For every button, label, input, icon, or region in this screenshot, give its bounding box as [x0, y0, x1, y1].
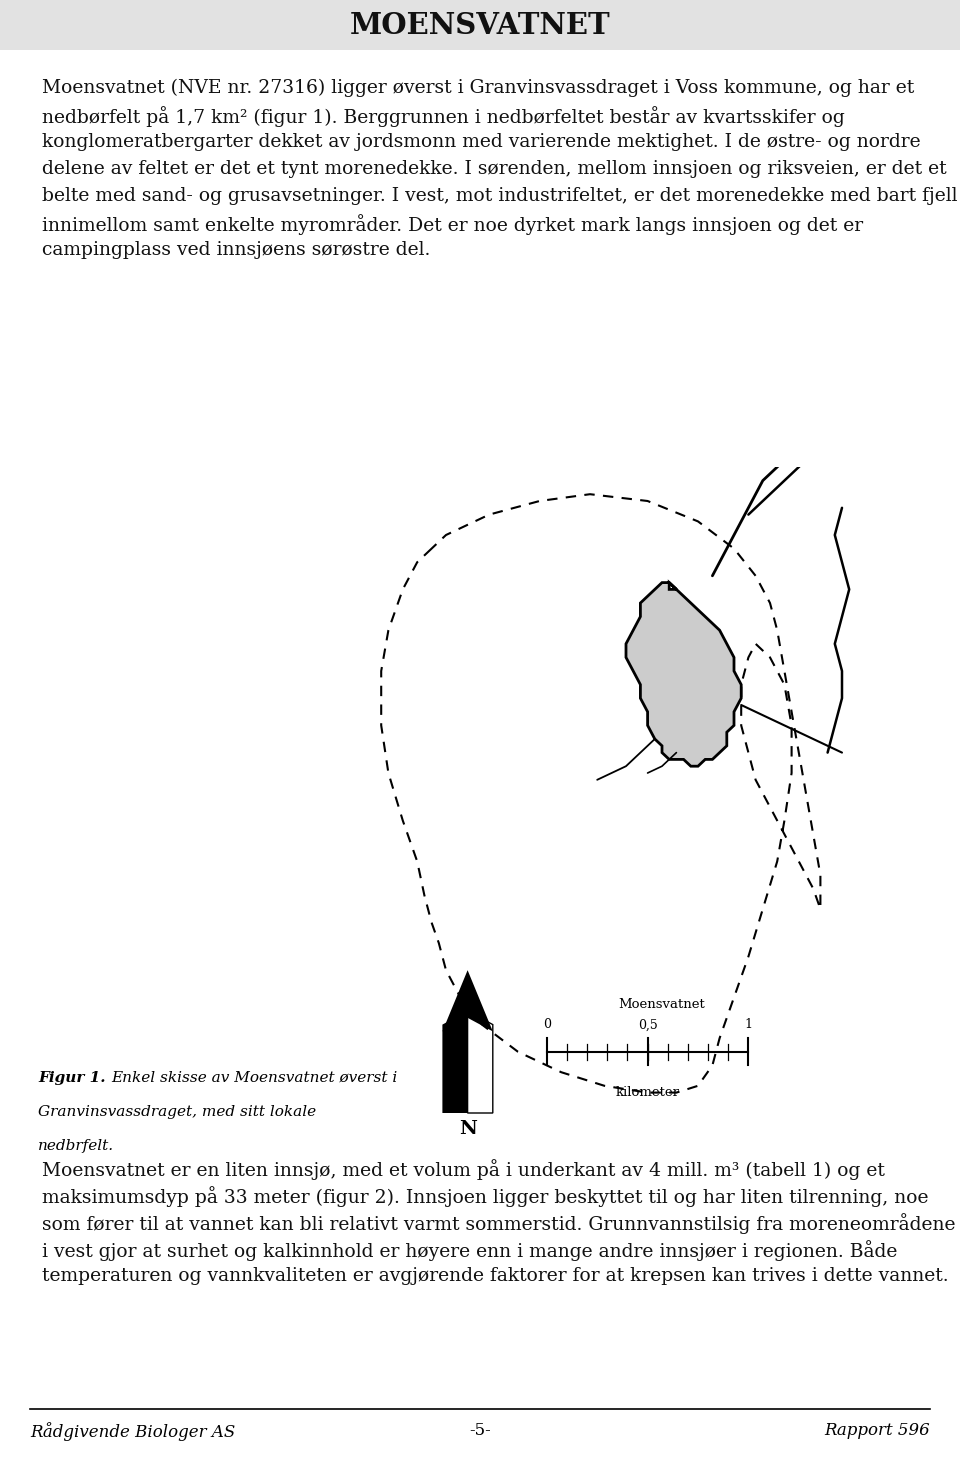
Text: Moensvatnet: Moensvatnet [618, 998, 706, 1010]
Text: delene av feltet er det et tynt morenedekke. I sørenden, mellom innsjoen og riks: delene av feltet er det et tynt morenede… [42, 160, 947, 179]
Text: kilometer: kilometer [615, 1086, 680, 1099]
Text: nedbørfelt på 1,7 km² (figur 1). Berggrunnen i nedbørfeltet består av kvartsskif: nedbørfelt på 1,7 km² (figur 1). Berggru… [42, 106, 845, 127]
Text: nedbrfelt.: nedbrfelt. [38, 1139, 114, 1152]
Text: Rapport 596: Rapport 596 [825, 1422, 930, 1439]
Text: Granvinsvassdraget, med sitt lokale: Granvinsvassdraget, med sitt lokale [38, 1105, 317, 1118]
Polygon shape [468, 1010, 492, 1114]
Text: MOENSVATNET: MOENSVATNET [349, 10, 611, 40]
Text: som fører til at vannet kan bli relativt varmt sommerstid. Grunnvannstilsig fra : som fører til at vannet kan bli relativt… [42, 1213, 955, 1233]
Polygon shape [626, 582, 741, 767]
Text: Enkel skisse av Moensvatnet øverst i: Enkel skisse av Moensvatnet øverst i [111, 1071, 397, 1084]
Text: 0,5: 0,5 [637, 1019, 658, 1031]
Text: innimellom samt enkelte myrområder. Det er noe dyrket mark langs innsjoen og det: innimellom samt enkelte myrområder. Det … [42, 214, 863, 235]
Text: Moensvatnet er en liten innsjø, med et volum på i underkant av 4 mill. m³ (tabel: Moensvatnet er en liten innsjø, med et v… [42, 1159, 885, 1180]
Polygon shape [443, 970, 492, 1031]
Text: campingplass ved innsjøens sørøstre del.: campingplass ved innsjøens sørøstre del. [42, 241, 430, 258]
Text: belte med sand- og grusavsetninger. I vest, mot industrifeltet, er det morenedek: belte med sand- og grusavsetninger. I ve… [42, 188, 957, 205]
Text: Figur 1.: Figur 1. [38, 1071, 106, 1084]
Text: temperaturen og vannkvaliteten er avgjørende faktorer for at krepsen kan trives : temperaturen og vannkvaliteten er avgjør… [42, 1267, 948, 1285]
Text: Moensvatnet (NVE nr. 27316) ligger øverst i Granvinsvassdraget i Voss kommune, o: Moensvatnet (NVE nr. 27316) ligger øvers… [42, 78, 914, 97]
Text: N: N [459, 1120, 476, 1137]
Text: i vest gjor at surhet og kalkinnhold er høyere enn i mange andre innsjøer i regi: i vest gjor at surhet og kalkinnhold er … [42, 1241, 898, 1261]
Text: Rådgivende Biologer AS: Rådgivende Biologer AS [30, 1422, 235, 1442]
Text: maksimumsdyp på 33 meter (figur 2). Innsjoen ligger beskyttet til og har liten t: maksimumsdyp på 33 meter (figur 2). Inns… [42, 1186, 928, 1207]
Bar [0, 0, 960, 50]
Text: 0: 0 [542, 1019, 551, 1031]
Text: konglomeratbergarter dekket av jordsmonn med varierende mektighet. I de østre- o: konglomeratbergarter dekket av jordsmonn… [42, 133, 921, 151]
Text: -5-: -5- [469, 1422, 491, 1439]
Text: 1: 1 [744, 1019, 753, 1031]
Polygon shape [443, 1010, 468, 1114]
